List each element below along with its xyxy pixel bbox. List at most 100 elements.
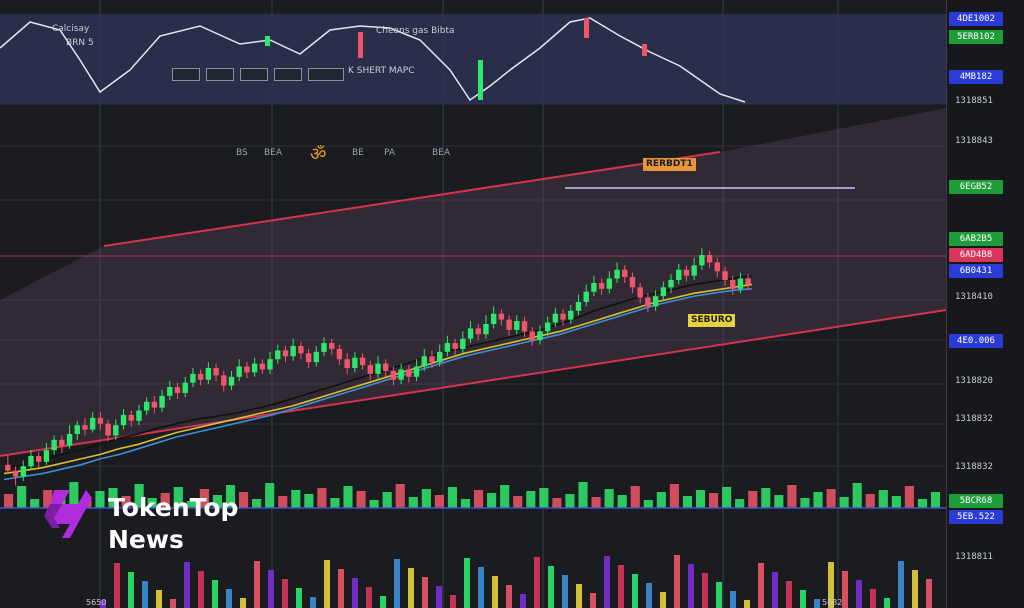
volume-bar — [722, 487, 732, 508]
candle-body — [82, 425, 88, 430]
candle-body — [383, 363, 389, 371]
mid-label: SEBURO — [688, 314, 736, 327]
histogram-bar — [562, 575, 568, 608]
histogram-bar — [324, 560, 330, 608]
candle-body — [406, 369, 412, 377]
histogram-bar — [450, 595, 456, 608]
brand-logo: TokenTop News — [36, 480, 266, 560]
volume-bar — [891, 496, 901, 508]
candle-body — [298, 346, 304, 354]
candle-body — [228, 376, 235, 386]
histogram-bar — [198, 571, 204, 608]
candle-body — [560, 313, 566, 320]
histogram-bar — [422, 577, 428, 608]
candle-body — [128, 414, 134, 421]
histogram-bar — [828, 562, 834, 608]
candle-body — [113, 425, 119, 436]
brand-mark-icon — [44, 490, 92, 538]
histogram-bar — [338, 569, 344, 608]
top-subtitle: K SHERT MAPC — [348, 66, 415, 76]
volume-bar — [904, 486, 914, 508]
candle-body — [159, 395, 165, 408]
indicator-button[interactable] — [308, 68, 344, 81]
volume-bar — [317, 488, 327, 508]
volume-bar — [434, 495, 444, 508]
volume-bar — [225, 485, 236, 508]
candle-body — [683, 269, 690, 276]
candle-body — [398, 369, 404, 380]
histogram-bar — [170, 599, 176, 608]
candle-body — [375, 363, 381, 374]
upper-mark: BE — [352, 148, 364, 158]
candle-body — [89, 417, 96, 430]
indicator-button[interactable] — [172, 68, 200, 81]
histogram-bar — [674, 555, 680, 608]
histogram-bar — [128, 572, 134, 608]
volume-bar — [17, 486, 27, 508]
histogram-bar — [730, 591, 736, 608]
candle-body — [251, 363, 258, 373]
histogram-bar — [114, 563, 120, 608]
histogram-bar — [296, 588, 302, 608]
histogram-bar — [212, 580, 218, 608]
candle-body — [691, 265, 697, 276]
histogram-bar — [282, 579, 288, 608]
histogram-bar — [758, 563, 764, 608]
volume-bar — [30, 499, 40, 508]
channel-band — [0, 108, 946, 456]
candle-body — [552, 313, 559, 323]
candle-body — [305, 353, 312, 363]
volume-bar — [134, 484, 144, 508]
upper-mark: PA — [384, 148, 396, 158]
histogram-bar — [548, 566, 554, 608]
candle-body — [97, 417, 104, 424]
candle-body — [51, 439, 57, 451]
volume-bar — [604, 489, 614, 508]
volume-bar — [212, 495, 223, 508]
candle-body — [336, 348, 343, 360]
histogram-bar — [646, 583, 652, 608]
histogram-bar — [478, 567, 484, 608]
price-tick: 1318820 — [955, 376, 993, 386]
price-tag: 5BCR68 — [949, 494, 1003, 508]
histogram-bar — [912, 570, 918, 608]
candle-body — [221, 375, 227, 386]
candle-body — [483, 324, 489, 335]
indicator-button[interactable] — [240, 68, 268, 81]
histogram-bar — [184, 562, 190, 608]
histogram-bar — [688, 564, 694, 608]
price-tag: 6B0431 — [949, 264, 1003, 278]
candle-body — [606, 278, 613, 289]
volume-bar — [252, 499, 262, 508]
candle-body — [444, 343, 451, 352]
histogram-bar — [394, 559, 400, 608]
candle-body — [622, 269, 628, 278]
indicator-candle — [478, 60, 483, 100]
indicator-candle — [265, 36, 270, 46]
indicator-button[interactable] — [274, 68, 302, 81]
volume-bar — [774, 495, 784, 508]
volume-bar — [291, 490, 301, 508]
volume-bar — [460, 499, 471, 508]
volume-bars — [4, 482, 941, 508]
price-axis[interactable]: 4DE1002 5ERB102 4MB182 1318851 1318843 6… — [946, 0, 1024, 608]
candle-body — [575, 302, 582, 311]
histogram-bar — [772, 572, 778, 608]
upper-mark: BEA — [432, 148, 451, 158]
volume-bar — [239, 492, 249, 508]
candle-body — [529, 331, 535, 341]
candle-body — [498, 313, 505, 320]
brand-line2: News — [108, 525, 184, 554]
peak-label: RERBDT1 — [643, 158, 696, 171]
volume-bar — [865, 494, 875, 508]
histogram-bar — [492, 576, 498, 608]
volume-bar — [669, 484, 679, 508]
candle-body — [745, 278, 751, 285]
candlesticks — [5, 247, 751, 486]
indicator-button[interactable] — [206, 68, 234, 81]
candle-body — [676, 269, 682, 280]
candle-body — [544, 322, 551, 332]
candle-body — [105, 423, 111, 436]
candle-body — [74, 425, 80, 434]
